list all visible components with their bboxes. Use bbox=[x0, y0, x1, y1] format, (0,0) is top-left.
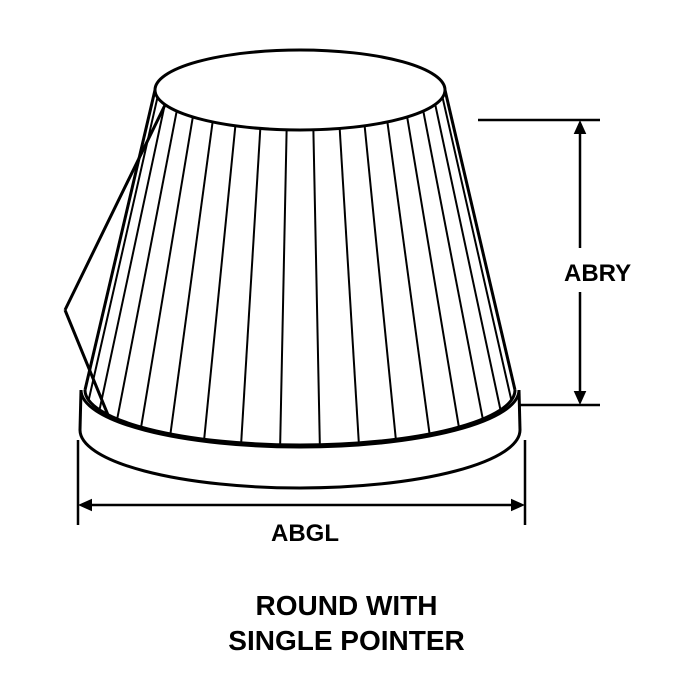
height-dimension-label: ABRY bbox=[560, 260, 635, 288]
diagram-canvas: ABGL ABRY ROUND WITH SINGLE POINTER bbox=[0, 0, 693, 685]
knob-svg bbox=[0, 0, 693, 685]
caption-line-1: ROUND WITH bbox=[0, 590, 693, 622]
width-dimension-label: ABGL bbox=[265, 520, 345, 548]
caption-line-2: SINGLE POINTER bbox=[0, 625, 693, 657]
